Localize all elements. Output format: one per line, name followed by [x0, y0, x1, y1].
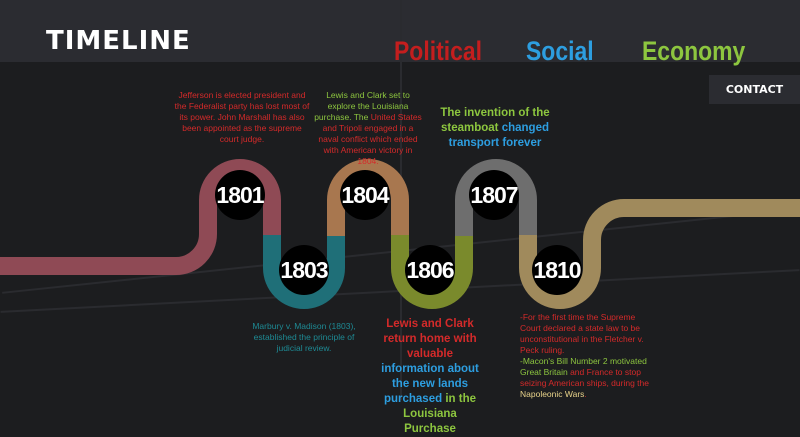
nav-social[interactable]: Social: [526, 36, 594, 66]
event-1807: The invention of the steamboat changed t…: [432, 106, 558, 151]
event-1810-text: and France to stop seizing American ship…: [520, 367, 649, 388]
event-1803: Marbury v. Madison (1803), established t…: [252, 321, 356, 353]
event-1810: -For the first time the Supreme Court de…: [520, 312, 650, 400]
segment-1804: [327, 159, 409, 236]
year-1810[interactable]: 1810: [532, 245, 582, 295]
event-1810-country: Great Britain: [520, 367, 568, 377]
year-1807[interactable]: 1807: [469, 170, 519, 220]
year-1803[interactable]: 1803: [279, 245, 329, 295]
event-1807-social: changed transport forever: [448, 122, 550, 149]
year-1806[interactable]: 1806: [405, 245, 455, 295]
nav-political[interactable]: Political: [394, 36, 483, 66]
event-1810-political: -For the first time the Supreme Court de…: [520, 312, 644, 355]
year-1804[interactable]: 1804: [340, 170, 390, 220]
event-1806-political: Lewis and Clark return home with valuabl…: [383, 318, 477, 360]
event-1810-period: .: [584, 389, 587, 399]
timeline-path: [0, 159, 800, 309]
contact-button[interactable]: CONTACT: [709, 75, 800, 104]
event-1804: Lewis and Clark set to explore the Louis…: [312, 90, 424, 167]
event-1806: Lewis and Clark return home with valuabl…: [377, 317, 483, 437]
event-1804-social: Lewis and Clark set to explore the Louis…: [314, 90, 410, 122]
segment-1806: [391, 235, 473, 309]
event-1810-economy: -Macon's Bill Number 2 motivated: [520, 356, 647, 366]
segment-1807: [455, 159, 537, 236]
event-1807-economy: The invention of the steamboat: [440, 107, 550, 134]
nav-economy[interactable]: Economy: [642, 36, 746, 66]
event-1801: Jefferson is elected president and the F…: [174, 90, 310, 144]
event-1804-political: United States and Tripoli engaged in a n…: [318, 112, 422, 166]
segment-1803: [263, 235, 345, 309]
segment-1810: [519, 199, 800, 309]
year-1801[interactable]: 1801: [215, 170, 265, 220]
logo[interactable]: TIMELINE: [46, 26, 191, 56]
event-1810-wars: Napoleonic Wars: [520, 389, 585, 399]
segment-1801: [0, 159, 281, 275]
